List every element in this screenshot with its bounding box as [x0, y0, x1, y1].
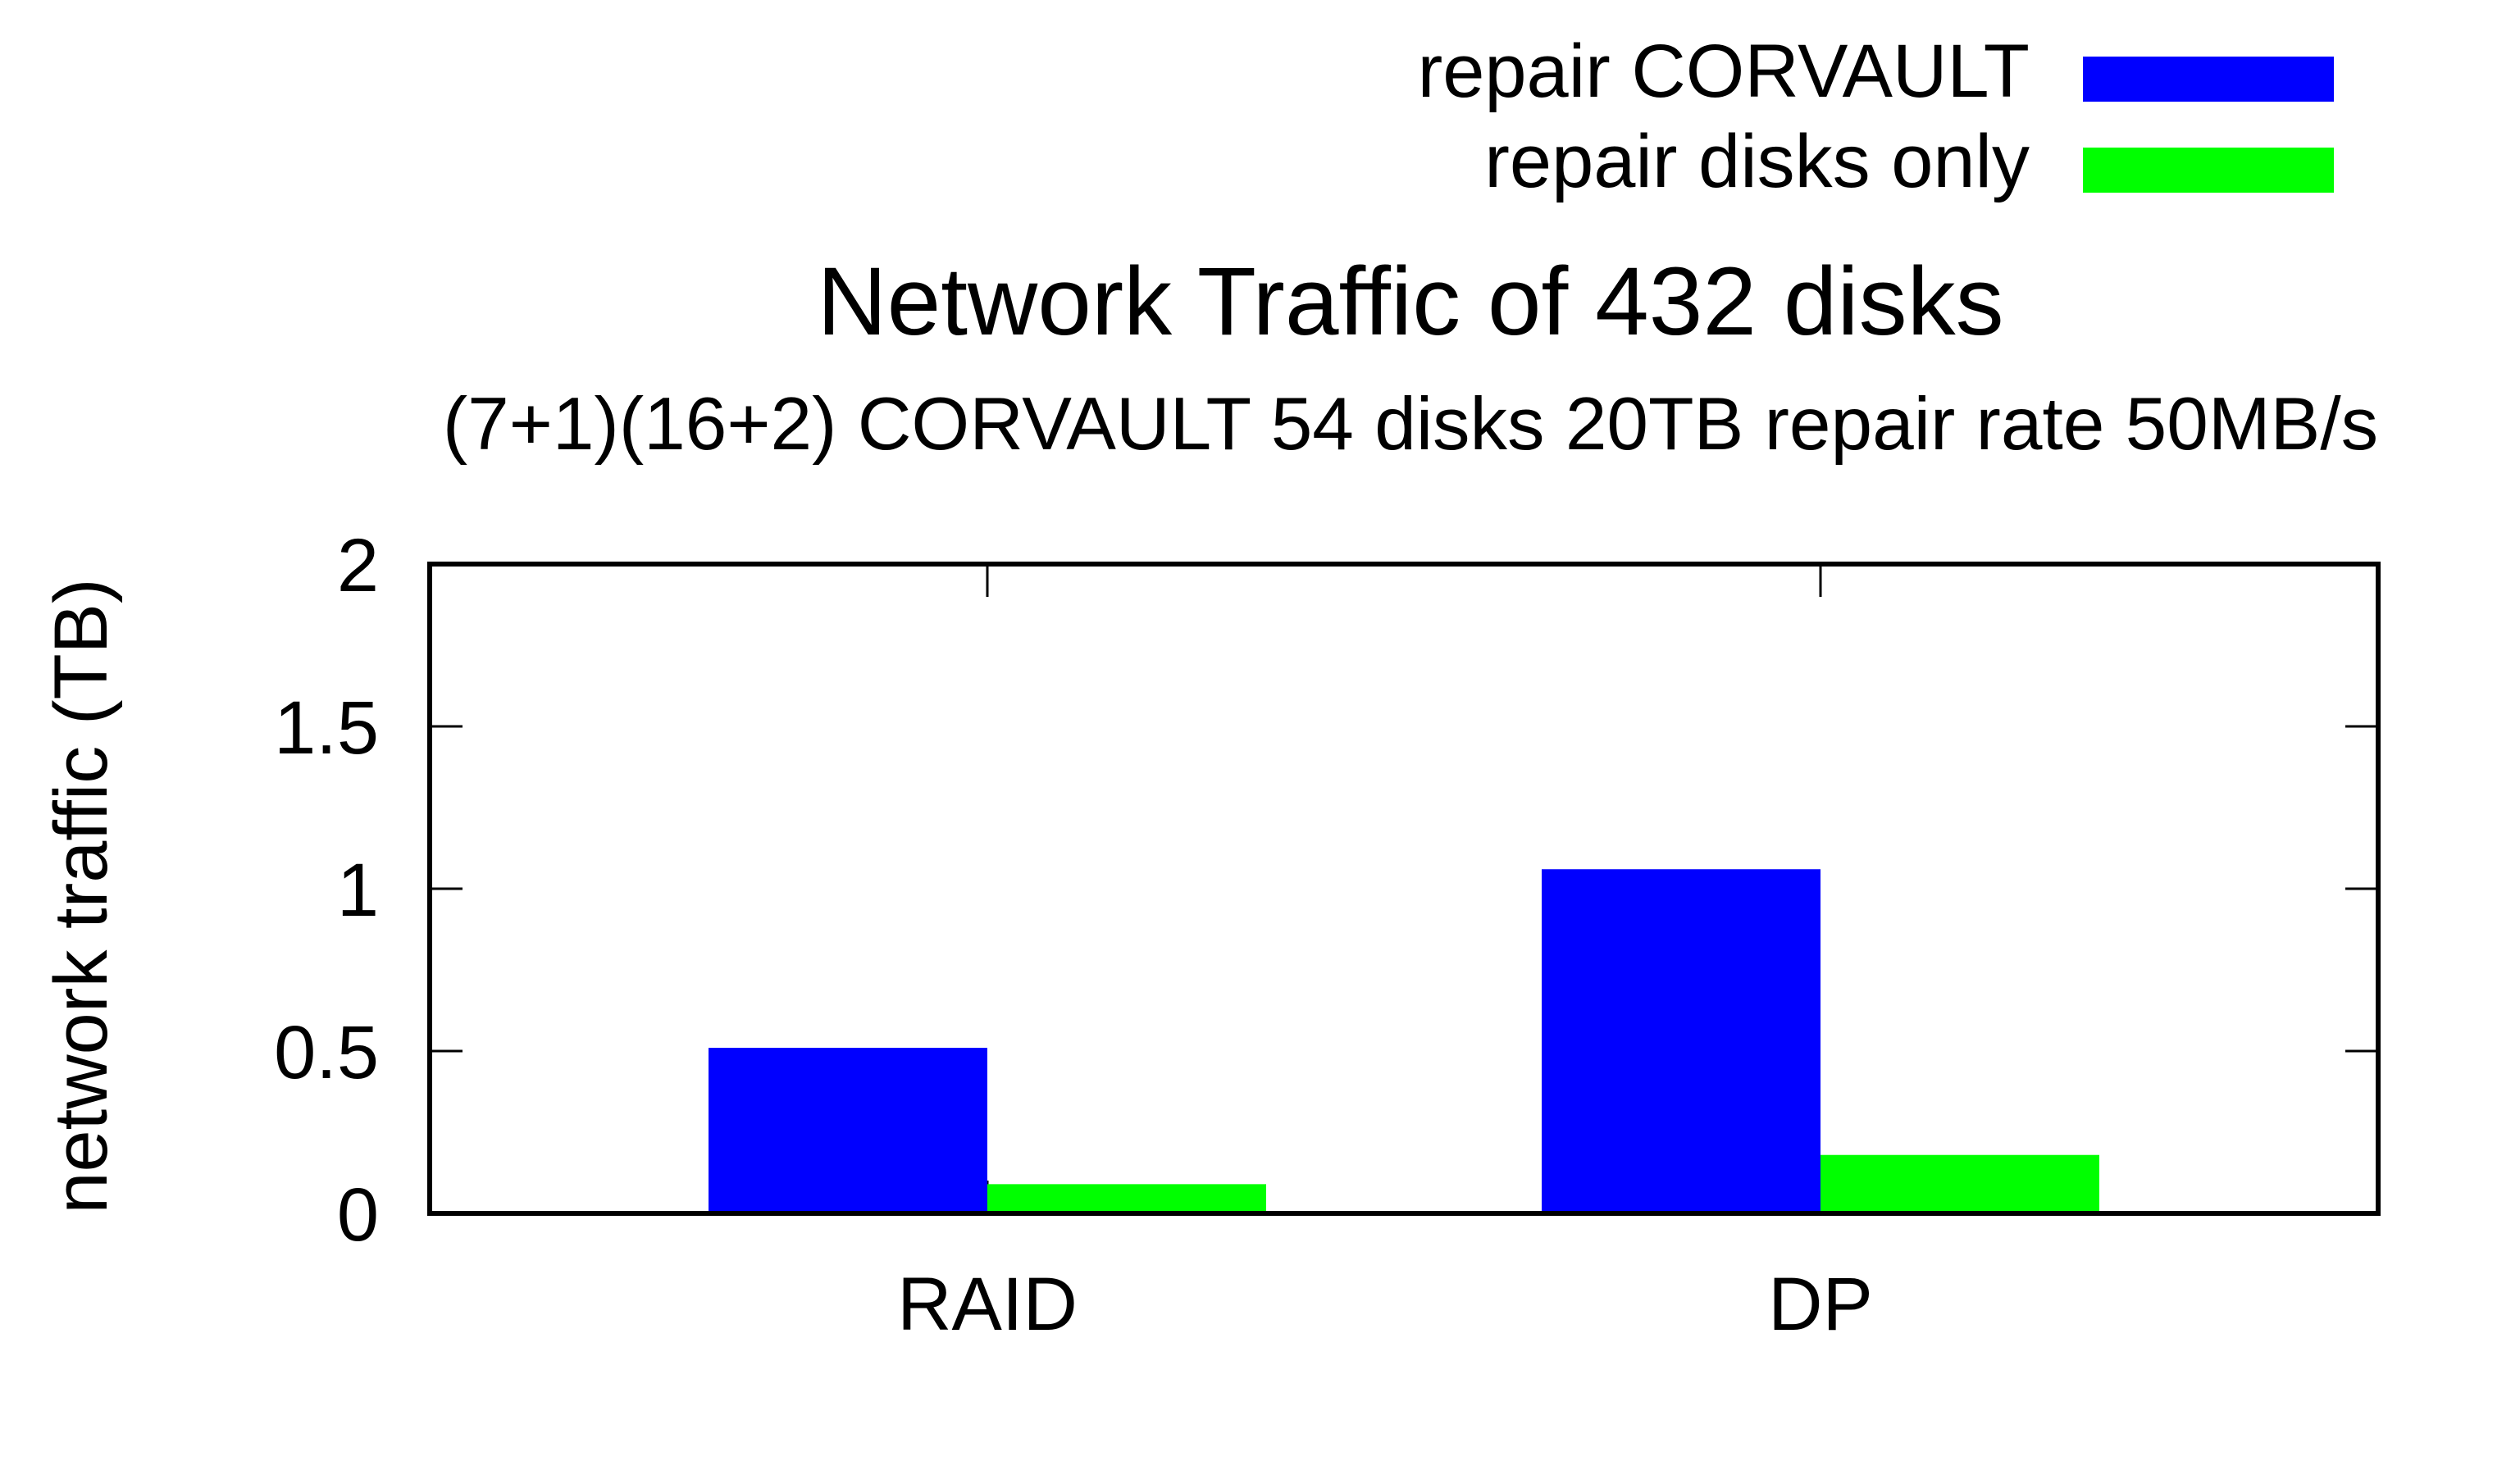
bar-raid-series-0: [709, 1048, 987, 1213]
bar-dp-series-0: [1542, 869, 1821, 1213]
chart-title: Network Traffic of 432 disks: [817, 248, 2003, 356]
y-tick-label: 1: [337, 849, 379, 932]
x-tick-label: DP: [1768, 1263, 1873, 1346]
legend-swatch-0: [2083, 57, 2334, 102]
legend-label-0: repair CORVAULT: [1418, 30, 2030, 113]
bar-dp-series-1: [1821, 1154, 2099, 1213]
y-tick-label: 0: [337, 1173, 379, 1257]
y-tick-labels: 0 0.5 1 1.5 2: [274, 524, 379, 1257]
legend-swatch-1: [2083, 148, 2334, 193]
chart-subtitle: (7+1)(16+2) CORVAULT 54 disks 20TB repai…: [443, 383, 2378, 466]
y-tick-label: 1.5: [274, 686, 379, 770]
plot-frame: [427, 562, 2381, 1216]
y-tick-label: 0.5: [274, 1011, 379, 1095]
bar-raid-series-1: [987, 1184, 1266, 1213]
bars: [709, 869, 2099, 1213]
x-tick-label: RAID: [897, 1263, 1078, 1346]
legend: repair CORVAULT repair disks only: [1418, 30, 2334, 203]
y-axis-label: network traffic (TB): [39, 578, 123, 1213]
y-tick-label: 2: [337, 524, 379, 608]
legend-label-1: repair disks only: [1484, 120, 2030, 203]
x-tick-labels: RAID DP: [897, 1263, 1873, 1346]
y-tick-marks: [430, 725, 2378, 1053]
